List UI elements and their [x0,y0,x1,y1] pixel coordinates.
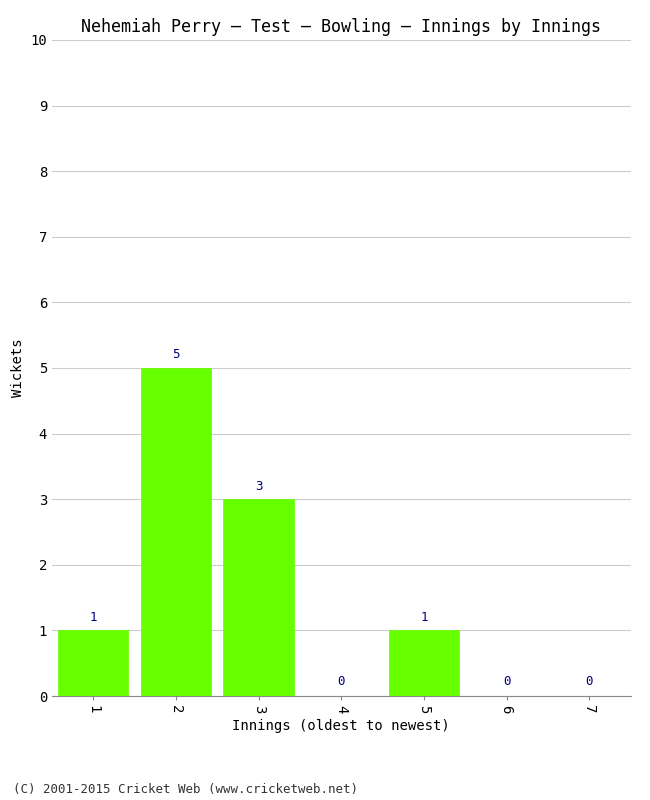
Text: 3: 3 [255,480,263,493]
Text: 0: 0 [503,675,510,688]
Text: 1: 1 [90,611,97,624]
Text: 5: 5 [172,349,179,362]
Text: 1: 1 [420,611,428,624]
Bar [141,368,211,696]
Bar [224,499,294,696]
Bar [58,630,129,696]
Text: (C) 2001-2015 Cricket Web (www.cricketweb.net): (C) 2001-2015 Cricket Web (www.cricketwe… [13,783,358,796]
Bar [389,630,459,696]
Text: 0: 0 [337,675,345,688]
Text: 0: 0 [586,675,593,688]
Title: Nehemiah Perry – Test – Bowling – Innings by Innings: Nehemiah Perry – Test – Bowling – Inning… [81,18,601,36]
Y-axis label: Wickets: Wickets [11,338,25,398]
X-axis label: Innings (oldest to newest): Innings (oldest to newest) [233,719,450,733]
